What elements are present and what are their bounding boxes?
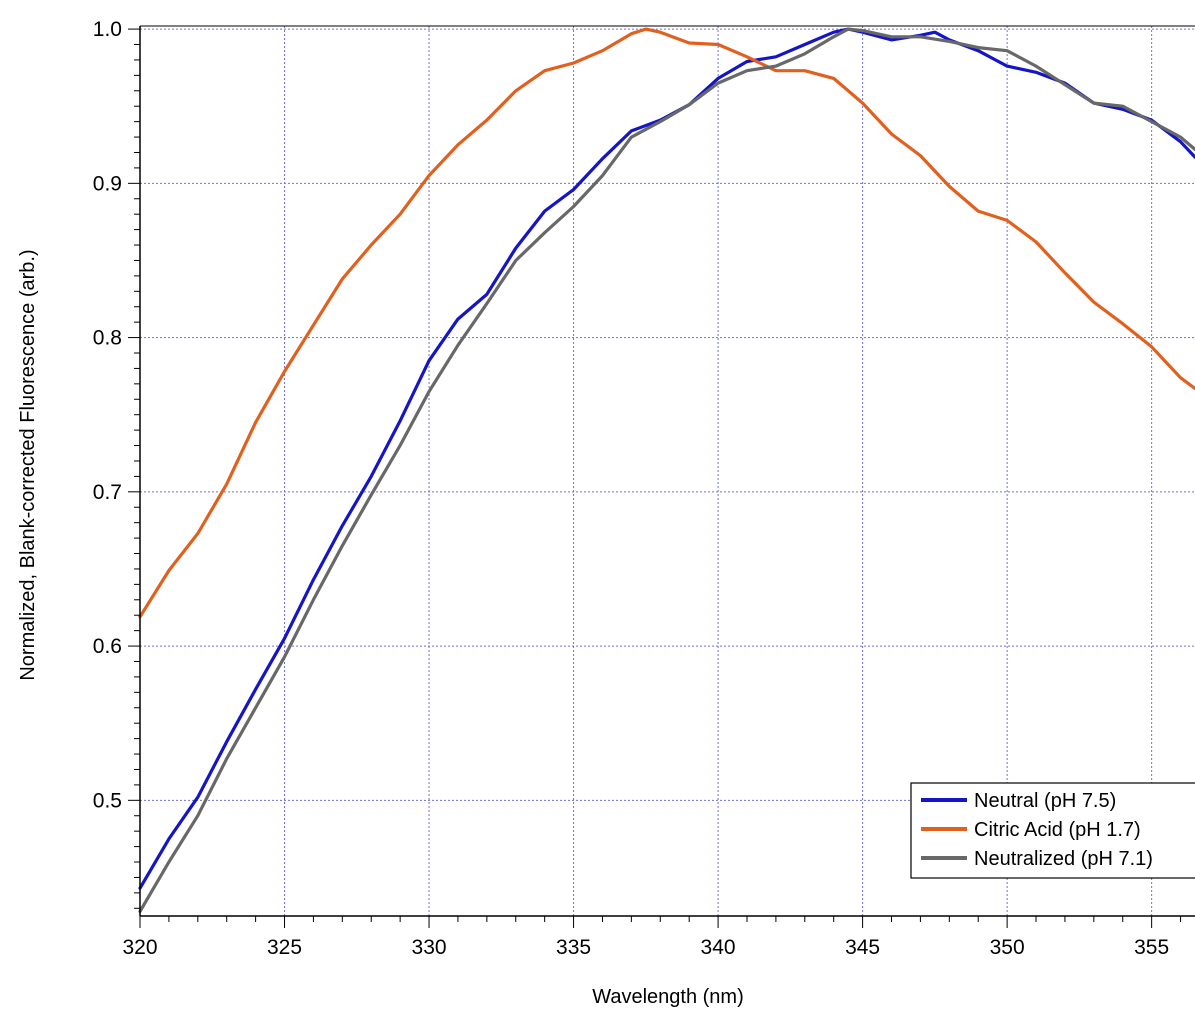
y-tick-label: 1.0 (93, 18, 122, 41)
y-tick-label: 0.6 (93, 635, 122, 658)
y-tick-label: 0.5 (93, 789, 122, 812)
legend-label-0: Neutral (pH 7.5) (974, 790, 1116, 812)
series-line-1 (138, 27, 1195, 619)
y-tick-label: 0.8 (93, 327, 122, 350)
x-tick-label: 330 (412, 936, 447, 959)
tick-labels: 320 325 330 335 340 345 350 355 0.5 0.6 0.7 0.8 0.9 1… (93, 18, 1169, 959)
legend-label-1: Citric Acid (pH 1.7) (974, 819, 1141, 841)
x-tick-label: 355 (1134, 936, 1169, 959)
x-tick-label: 350 (990, 936, 1025, 959)
x-tick-label: 325 (267, 936, 302, 959)
y-tick-label: 0.9 (93, 172, 122, 195)
axes (128, 25, 1195, 928)
legend: Neutral (pH 7.5) Citric Acid (pH 1.7) Neut… (910, 782, 1195, 879)
x-tick-label: 320 (122, 936, 157, 959)
series-lines (138, 27, 1195, 913)
x-axis-label: Wavelength (nm) (592, 986, 744, 1008)
x-tick-label: 345 (845, 936, 880, 959)
x-tick-label: 335 (556, 936, 591, 959)
x-tick-label: 340 (701, 936, 736, 959)
y-axis-label: Normalized, Blank-corrected Fluorescence… (17, 249, 39, 680)
series-line-2 (138, 27, 1195, 913)
series-line-0 (138, 27, 1195, 890)
legend-label-2: Neutralized (pH 7.1) (974, 848, 1153, 870)
y-tick-label: 0.7 (93, 481, 122, 504)
